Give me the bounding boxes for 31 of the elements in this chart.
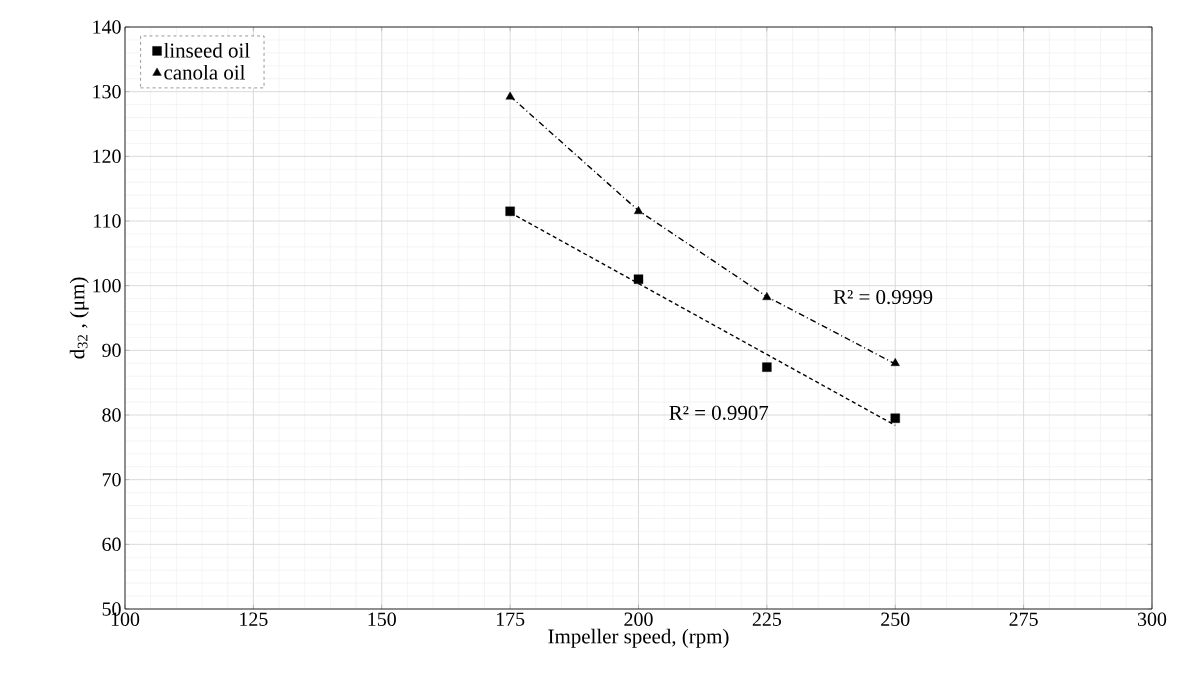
point <box>505 206 515 216</box>
y-axis-title: d$_{32}$ , (μm) <box>69 277 89 359</box>
x-tick-label: 200 <box>624 612 653 626</box>
x-tick-label: 150 <box>368 612 396 626</box>
y-tick-label: 90 <box>102 343 121 358</box>
y-tick-label: 120 <box>93 149 121 164</box>
x-tick-label: 300 <box>1138 612 1167 626</box>
y-tick-label: 70 <box>102 472 121 487</box>
x-axis-title: Impeller speed, (rpm) <box>548 628 729 648</box>
x-tick-label: 275 <box>1009 612 1038 626</box>
point <box>762 292 772 300</box>
annotation: R² = 0.9907 <box>669 405 769 420</box>
point <box>890 413 900 423</box>
y-tick-label: 60 <box>102 537 121 552</box>
point <box>762 362 772 372</box>
y-tick-label: 130 <box>93 84 121 99</box>
x-tick-label: 225 <box>752 612 782 626</box>
point <box>890 358 900 366</box>
legend-label: canola oil <box>164 64 246 80</box>
y-tick-label: 140 <box>93 20 121 34</box>
y-tick-label: 110 <box>94 214 121 228</box>
point <box>505 91 515 100</box>
x-tick-label: 175 <box>496 612 525 626</box>
point <box>633 206 644 214</box>
y-tick-label: 80 <box>102 408 121 422</box>
legend-label: linseed oil <box>163 42 250 58</box>
point <box>633 274 644 284</box>
x-tick-label: 250 <box>881 612 910 626</box>
y-tick-label: 100 <box>93 278 121 293</box>
x-tick-label: 125 <box>240 612 268 626</box>
annotation: R² = 0.9999 <box>833 289 933 305</box>
